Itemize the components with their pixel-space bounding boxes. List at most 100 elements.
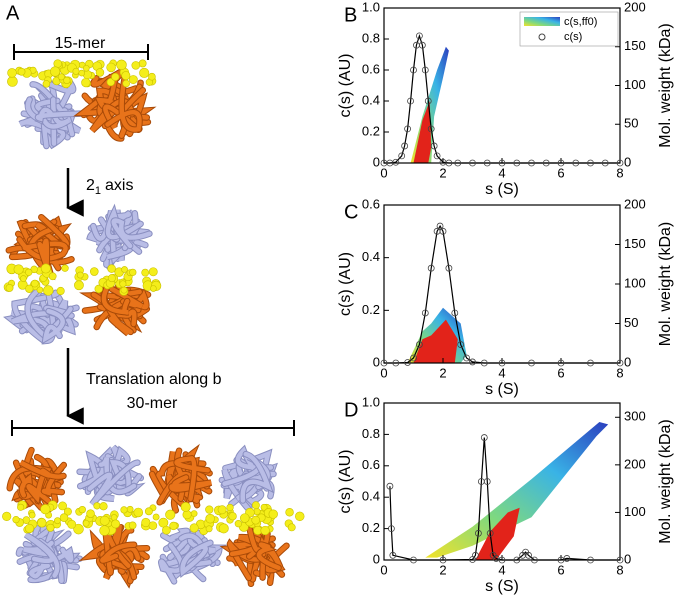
- x-tick-label: 2: [439, 365, 446, 380]
- y-axis-label: c(s) (AU): [337, 252, 354, 316]
- molecule-chain: [180, 540, 213, 577]
- y2-axis-label: Mol. weight (kDa): [657, 222, 674, 346]
- molecule-ligand: [17, 67, 26, 76]
- data-point: [557, 159, 565, 167]
- data-point: [392, 158, 400, 166]
- molecule-ligand: [42, 80, 51, 88]
- data-point: [513, 556, 521, 564]
- data-point: [498, 359, 506, 367]
- data-point: [563, 555, 571, 562]
- data-point: [601, 159, 609, 167]
- y2-tick-label: 0: [624, 551, 631, 566]
- y-tick-label: 0.8: [362, 426, 380, 441]
- molecule-chain: [98, 457, 137, 495]
- data-point: [404, 359, 412, 366]
- data-point: [439, 556, 447, 564]
- y-tick-label: 1.0: [362, 394, 380, 409]
- molecule-ligand: [119, 280, 127, 288]
- molecule-ligand: [251, 501, 260, 510]
- molecule-chain: [105, 70, 142, 132]
- data-point: [415, 32, 423, 40]
- y-tick-label: 0.2: [362, 520, 380, 535]
- data-point: [410, 354, 417, 362]
- panel-label: A: [6, 2, 20, 24]
- data-point: [480, 359, 488, 367]
- data-point: [427, 264, 435, 272]
- molecule-ligand: [28, 511, 36, 519]
- molecule-ligand: [106, 62, 116, 73]
- molecule-chain: [88, 211, 131, 232]
- molecule-ligand: [7, 68, 17, 78]
- molecule-ligand: [148, 267, 158, 277]
- x-tick-label: 0: [380, 562, 387, 577]
- data-point: [557, 359, 565, 367]
- molecule-ligand: [111, 519, 121, 529]
- panel-label: D: [344, 399, 358, 421]
- molecule-ligand: [63, 76, 71, 85]
- molecule-ligand: [260, 525, 270, 536]
- molecule-ligand: [111, 72, 120, 82]
- molecule-ligand: [24, 523, 35, 534]
- x-tick-label: 2: [439, 165, 446, 180]
- molecule-ligand: [95, 68, 105, 77]
- y2-tick-label: 200: [624, 0, 646, 14]
- data-point: [415, 341, 423, 348]
- molecule-chain: [111, 218, 152, 249]
- data-point: [472, 551, 479, 559]
- y2-axis-label: Mol. weight (kDa): [657, 23, 674, 147]
- y2-tick-label: 300: [624, 409, 646, 424]
- molecule-ligand: [78, 69, 85, 77]
- panel-label: B: [344, 4, 357, 26]
- y2-tick-label: 50: [624, 315, 638, 330]
- x-tick-label: 6: [557, 165, 564, 180]
- molecule-chain: [103, 528, 141, 580]
- molecule-ligand: [141, 268, 150, 277]
- molecule-ligand: [99, 515, 110, 526]
- molecule-chain: [240, 451, 273, 503]
- data-point: [587, 359, 594, 367]
- data-point: [387, 525, 395, 532]
- data-point: [483, 478, 491, 485]
- molecule-ligand: [285, 508, 294, 517]
- data-point: [587, 556, 594, 564]
- molecule-ligand: [86, 509, 95, 518]
- molecule-ligand: [40, 263, 51, 274]
- y-tick-label: 0: [373, 354, 380, 369]
- data-point: [587, 159, 594, 167]
- x-tick-label: 4: [498, 562, 505, 577]
- axis-text: axis: [105, 177, 133, 194]
- molecule-ligand: [182, 510, 192, 520]
- x-axis-label: s (S): [485, 381, 519, 398]
- molecule-ligand: [74, 280, 84, 291]
- y-tick-label: 0.4: [362, 92, 380, 107]
- molecule-ligand: [30, 279, 39, 288]
- molecule-chain: [100, 542, 137, 563]
- contour: [425, 422, 609, 558]
- molecule-ligand: [73, 523, 84, 535]
- y2-tick-label: 100: [624, 77, 646, 92]
- y2-tick-label: 0: [624, 354, 631, 369]
- molecule-ligand: [5, 284, 14, 292]
- series-line: [384, 224, 620, 364]
- molecule-ligand: [190, 510, 198, 517]
- data-point: [451, 309, 459, 317]
- data-point: [513, 159, 521, 167]
- x-tick-label: 4: [498, 365, 505, 380]
- molecule-ligand: [240, 513, 250, 523]
- x-tick-label: 6: [557, 365, 564, 380]
- molecule-chain: [29, 546, 52, 579]
- molecule-ligand: [253, 507, 261, 516]
- molecule-ligand: [169, 521, 178, 531]
- y2-tick-label: 100: [624, 504, 646, 519]
- x-tick-label: 4: [498, 165, 505, 180]
- molecule-ligand: [260, 503, 268, 511]
- data-point: [616, 359, 624, 367]
- x-tick-label: 0: [380, 165, 387, 180]
- y2-tick-label: 200: [624, 456, 646, 471]
- data-point: [410, 66, 417, 74]
- molecule-ligand: [218, 523, 229, 534]
- y2-axis-label: Mol. weight (kDa): [657, 419, 674, 543]
- data-point: [469, 358, 476, 366]
- data-point: [463, 354, 471, 362]
